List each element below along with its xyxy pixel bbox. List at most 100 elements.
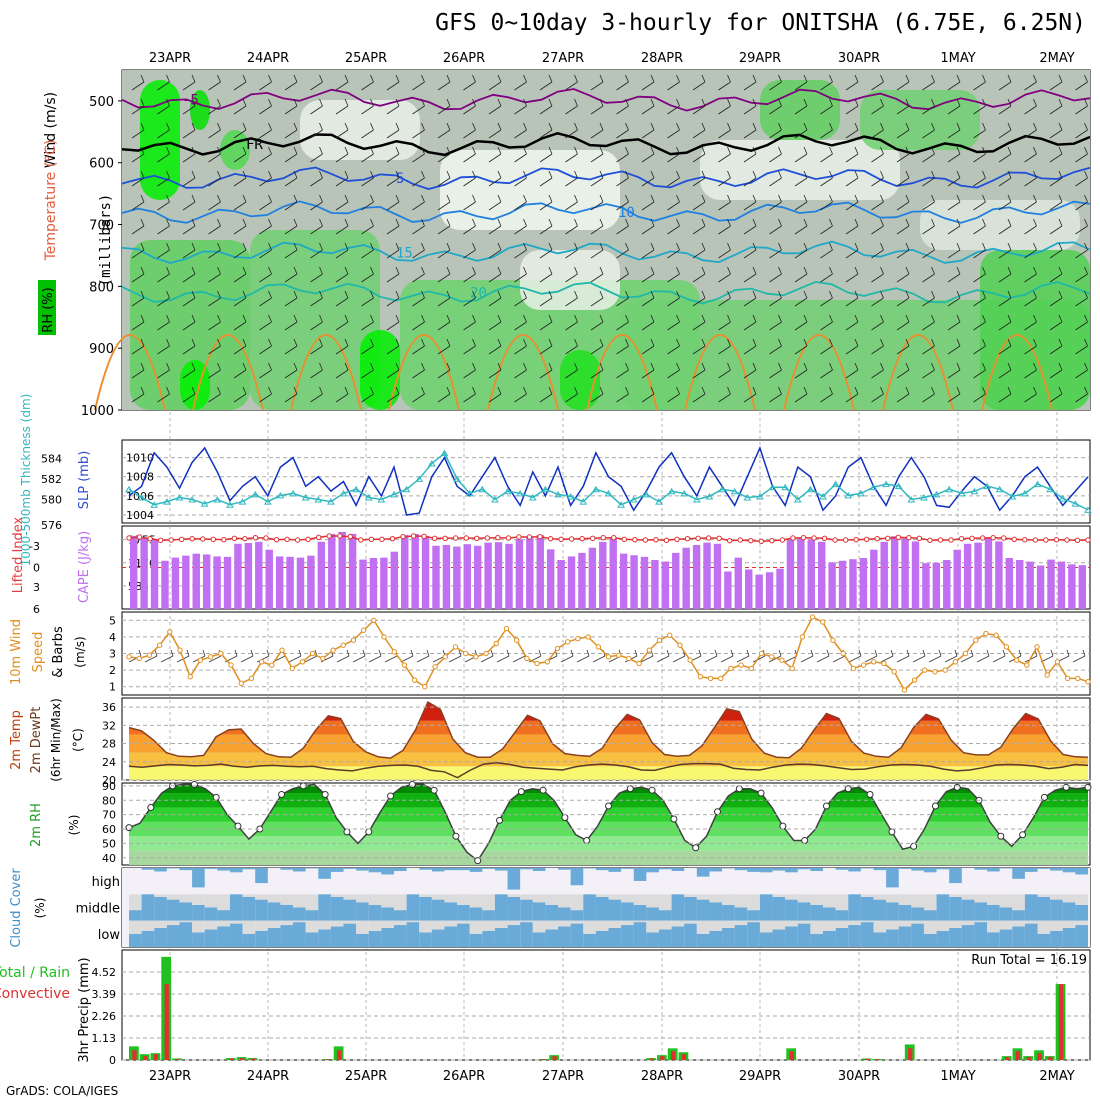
- wind-barb: [743, 290, 757, 307]
- cloud-middle-cell: [759, 894, 773, 921]
- cloud-middle-cell: [772, 896, 786, 921]
- wind-barb: [718, 146, 731, 163]
- wind-speed-series-point: [207, 654, 214, 660]
- wind-barb: [157, 74, 170, 91]
- cloud-low-cell: [166, 925, 180, 947]
- wind-barb: [565, 290, 578, 307]
- thickness-series-point: [945, 485, 954, 493]
- wind-barb: [973, 290, 986, 307]
- surface-wind-barb: [960, 649, 974, 663]
- wind-barb: [590, 170, 604, 187]
- wind-barb: [1075, 122, 1088, 139]
- wind-barb: [157, 290, 170, 307]
- wind-speed-series-point: [513, 637, 520, 643]
- lifted-index-series-point: [315, 534, 322, 541]
- cloud-high-cell: [179, 868, 193, 871]
- cloud-high-cell: [595, 868, 609, 871]
- cloud-low-gap: [923, 920, 937, 934]
- cloud-low-gap: [305, 920, 319, 933]
- thickness-series-point: [528, 494, 537, 501]
- wind-barb: [769, 194, 782, 211]
- cloud-low-gap: [166, 920, 180, 926]
- thickness-series-point: [730, 487, 739, 495]
- wind-barb: [259, 122, 272, 139]
- wind-barb: [157, 338, 170, 355]
- wind-barb: [310, 290, 323, 307]
- cloud-low-cell: [141, 930, 155, 947]
- wind-barb: [743, 98, 757, 115]
- wind-barb: [514, 386, 527, 403]
- wind-speed-series-point: [391, 649, 397, 655]
- lifted-index-series-point: [389, 535, 396, 542]
- wind-axis-label-2: Speed: [31, 632, 46, 673]
- wind-barb: [896, 266, 910, 283]
- top-day-label: 1MAY: [940, 51, 975, 66]
- wind-barb: [335, 314, 349, 331]
- thickness-tick-label: 576: [41, 519, 62, 532]
- cloud-middle-gap: [696, 894, 710, 900]
- wind-barb: [539, 386, 553, 403]
- wind-barb: [616, 314, 629, 331]
- cloud-low-gap: [860, 920, 874, 923]
- precip-convective-bar: [864, 1058, 870, 1060]
- lifted-index-series-point: [273, 536, 280, 543]
- cloud-high-cell: [898, 868, 912, 869]
- thickness-series-point: [150, 501, 159, 508]
- cape-bar: [401, 535, 409, 609]
- wind-barb: [488, 146, 502, 163]
- cape-bar: [911, 541, 920, 609]
- lifted-index-series-point: [811, 535, 817, 541]
- cape-bar: [922, 563, 930, 609]
- cloud-high-cell: [1062, 868, 1076, 873]
- wind-barb: [386, 146, 400, 163]
- cloud-high-cell: [381, 868, 394, 875]
- cloud-low-cell: [482, 930, 495, 947]
- cloud-middle-gap: [330, 894, 344, 897]
- cloud-low-cell: [583, 933, 596, 947]
- lifted-index-series-point: [526, 534, 533, 540]
- cloud-high-cell: [608, 868, 622, 872]
- wind-barb: [769, 314, 782, 331]
- wind-barb: [335, 362, 349, 379]
- wind-barb: [947, 218, 961, 235]
- precip-convective-bar: [681, 1054, 687, 1060]
- cloud-low-gap: [848, 920, 861, 926]
- rh-shade-region: [700, 140, 900, 200]
- wind-barb: [1024, 194, 1037, 211]
- wind-barb: [437, 242, 451, 259]
- wind-speed-series-point: [381, 634, 387, 640]
- cloud-middle-cell: [1075, 904, 1088, 921]
- wind-speed-series-point: [769, 654, 775, 660]
- cloud-middle-cell: [507, 896, 521, 921]
- wind-barb: [998, 386, 1012, 403]
- wind-barb: [616, 74, 629, 91]
- thickness-series-point: [503, 487, 512, 495]
- thickness-series-point: [213, 496, 222, 503]
- cloud-low-gap: [406, 920, 420, 923]
- cloud-middle-gap: [457, 894, 470, 905]
- cape-bar: [1005, 558, 1014, 609]
- cloud-low-gap: [330, 920, 344, 927]
- lifted-index-series-point: [284, 536, 290, 543]
- cape-bar: [963, 543, 972, 609]
- cloud-high-cell: [204, 868, 218, 869]
- cloud-low-cell: [267, 927, 281, 947]
- wind-barb: [667, 194, 680, 211]
- wind-barb: [743, 266, 757, 283]
- wind-speed-series-point: [330, 647, 336, 653]
- wind-barb: [463, 242, 476, 259]
- wind-speed-series-point: [1013, 657, 1020, 663]
- wind-speed-series-point: [1044, 672, 1050, 678]
- wind-barb: [361, 146, 374, 163]
- cloud-low-gap: [255, 920, 268, 931]
- wind-barb: [514, 266, 527, 283]
- cloud-middle-gap: [419, 894, 432, 897]
- cloud-middle-cell: [570, 910, 584, 921]
- surface-wind-barb: [288, 649, 302, 663]
- wind-barb: [157, 314, 170, 331]
- cape-bar: [1047, 559, 1055, 609]
- wind-barb: [335, 218, 349, 235]
- wind-barb: [947, 362, 961, 379]
- wind-barb: [463, 170, 476, 187]
- cloud-low-cell: [923, 933, 937, 947]
